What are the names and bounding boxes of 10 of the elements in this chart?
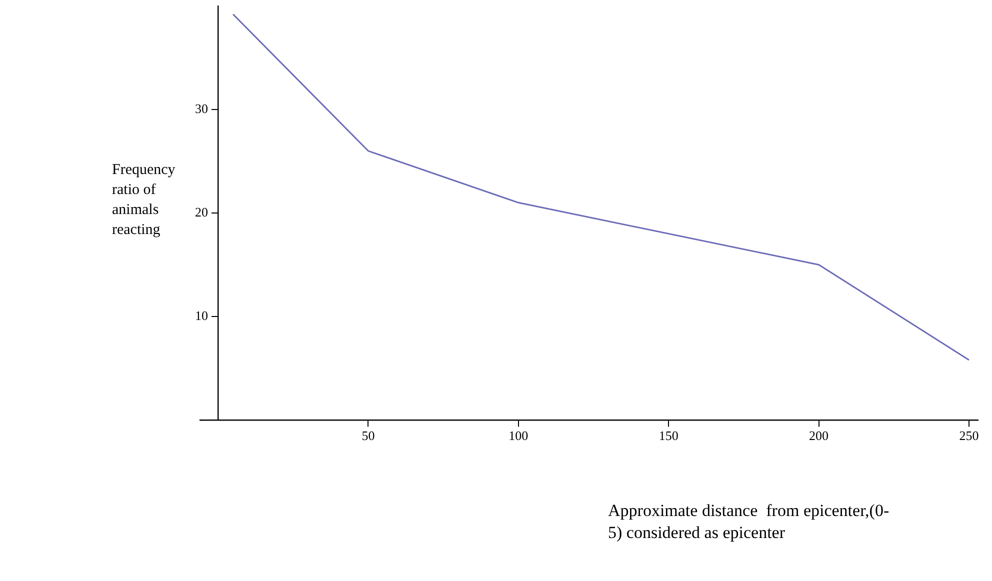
- y-tick-label: 30: [195, 100, 208, 116]
- y-tick-label: 10: [195, 308, 208, 323]
- y-tick-label: 20: [195, 204, 208, 220]
- x-tick-label: 50: [362, 428, 375, 444]
- x-tick-label: 100: [508, 428, 528, 444]
- x-tick-label: 200: [809, 428, 829, 444]
- x-axis-title: Approximate distance from epicenter,(0-5) considered as epicenter: [608, 500, 890, 544]
- y-axis-title: Frequency ratio of animals reacting: [112, 161, 176, 240]
- x-tick-label: 250: [959, 428, 979, 444]
- x-tick-label: 150: [658, 428, 678, 444]
